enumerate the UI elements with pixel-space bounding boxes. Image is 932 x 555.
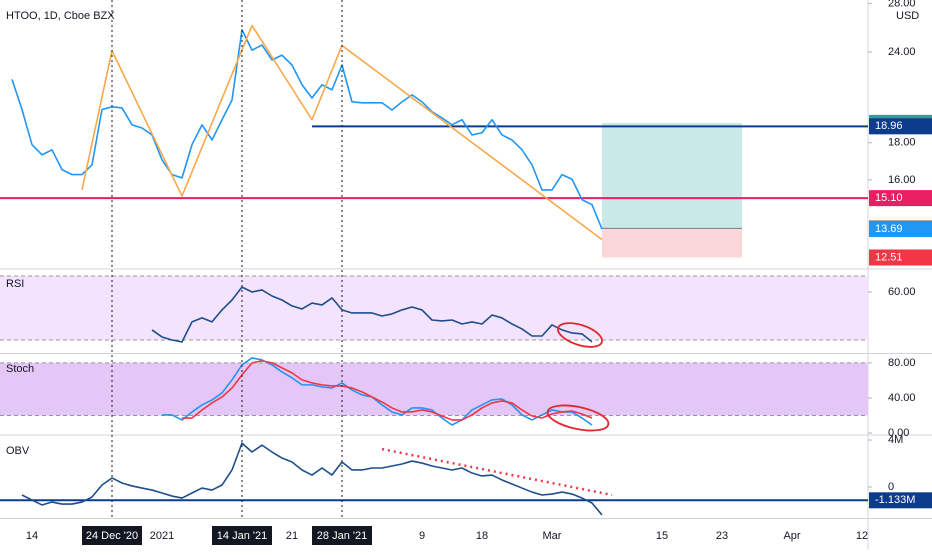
chart-title: HTOO, 1D, Cboe BZX [6,10,115,22]
price-tag-label: -1.133M [875,494,915,506]
x-tick-label: 2021 [150,530,174,542]
x-tick-label: 23 [716,530,728,542]
price-tag-label: 18.96 [875,120,903,132]
series-line [182,360,593,421]
y-tick-label: 40.00 [888,392,916,404]
y-tick-label: 60.00 [888,286,916,298]
price-tag-label: 12.51 [875,251,903,263]
price-tag [869,190,932,207]
price-tag [869,118,932,135]
y-tick-label: 0.00 [888,427,909,439]
pane-title: Stoch [6,363,34,375]
price-tag [869,249,932,266]
band [0,362,868,416]
series-line [151,286,593,343]
price-tag [869,221,932,238]
y-tick-label: 18.00 [888,137,916,149]
y-tick-label: 0 [888,481,894,493]
price-tag-label: 15.10 [875,192,903,204]
highlight-ellipse [546,404,610,432]
series-line [11,29,603,230]
target-zone [602,122,742,229]
x-tick-label: 12 [856,530,868,542]
band [0,276,868,340]
price-tag-label: 13.69 [875,223,903,235]
x-tick-label: 15 [656,530,668,542]
y-tick-label: 28.00 [888,0,916,9]
x-tick-label: 24 Dec '20 [86,530,138,542]
series-line [162,357,593,426]
time-label-bg [82,526,142,545]
y-tick-label: 80.00 [888,357,916,369]
y-tick-label: 16.00 [888,174,916,186]
x-tick-label: Apr [783,530,800,542]
time-label-bg [312,526,372,545]
x-tick-label: 28 Jan '21 [317,530,367,542]
x-tick-label: 21 [286,530,298,542]
currency-label: USD [896,10,919,22]
stop-zone [602,228,742,258]
y-tick-label: 4M [888,434,903,446]
x-tick-label: 14 Jan '21 [217,530,267,542]
x-tick-label: 14 [26,530,38,542]
x-tick-label: 9 [419,530,425,542]
x-tick-label: Mar [543,530,562,542]
pane-title: RSI [6,278,24,290]
time-label-bg [212,526,272,545]
series-line [21,442,603,516]
highlight-ellipse [557,322,603,348]
pane-title: OBV [6,445,30,457]
y-tick-label: 24.00 [888,46,916,58]
price-tag [869,492,932,509]
x-tick-label: 18 [476,530,488,542]
